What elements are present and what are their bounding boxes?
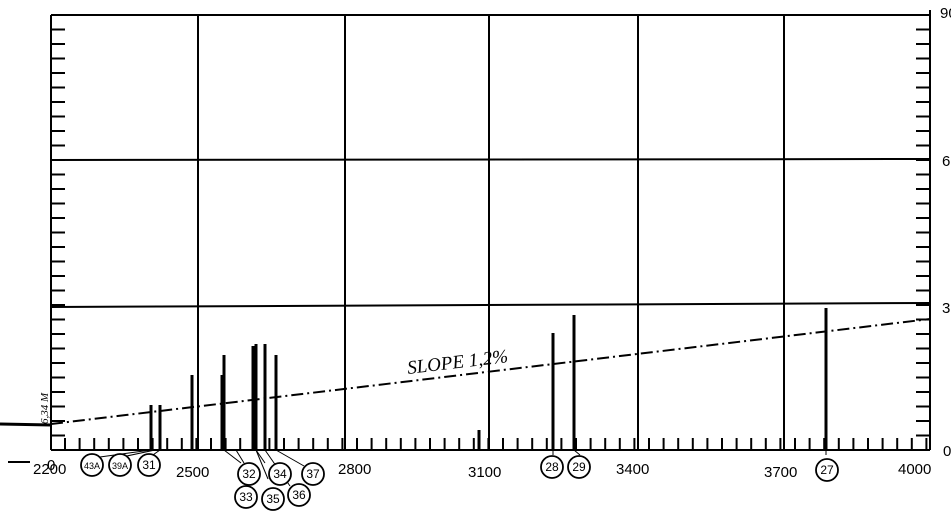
structure-bars	[149, 308, 828, 450]
x-label-2200: 2200	[33, 461, 66, 478]
slope-line	[50, 318, 931, 425]
left-stub-line	[0, 422, 52, 427]
marker-label: 35	[266, 492, 280, 506]
elevation-label: 6,34 M	[39, 392, 51, 424]
marker-32: 32	[237, 462, 261, 486]
leader-43a	[99, 449, 152, 458]
marker-label: 28	[545, 460, 559, 474]
marker-circle	[540, 455, 564, 479]
marker-circle	[268, 462, 292, 486]
marker-29: 29	[567, 455, 591, 479]
y-label-6: 6	[942, 153, 950, 170]
marker-35: 35	[261, 487, 285, 511]
bottom-axis-ticks	[64, 438, 928, 450]
y-label-3: 3	[942, 300, 950, 317]
grid-line-30	[50, 302, 931, 308]
marker-36: 36	[287, 483, 311, 507]
marker-28: 28	[540, 455, 564, 479]
x-label-4000: 4000	[898, 461, 931, 478]
marker-43a: 43A	[80, 453, 104, 477]
x-label-3700: 3700	[764, 464, 797, 481]
marker-circle	[80, 453, 104, 477]
x-label-3100: 3100	[468, 464, 501, 481]
y-label-0: 0	[943, 443, 951, 460]
leader-35	[255, 449, 269, 480]
marker-circle	[301, 462, 325, 486]
marker-label: 29	[572, 460, 586, 474]
leader-34a	[255, 449, 266, 464]
marker-circle	[237, 462, 261, 486]
x-label-2500: 2500	[176, 464, 209, 481]
structure-markers: 43A 39A 31 32 34 37 33 35 36 28 29 27	[80, 453, 839, 511]
marker-circle	[287, 483, 311, 507]
marker-circle	[261, 487, 285, 511]
leader-29	[573, 449, 581, 456]
grid-line-60	[50, 158, 931, 161]
marker-label: 36	[292, 488, 306, 502]
marker-31: 31	[137, 453, 161, 477]
marker-label: 34	[273, 467, 287, 481]
marker-label: 31	[142, 458, 156, 472]
grid	[50, 10, 931, 451]
x-label-2800: 2800	[338, 461, 371, 478]
marker-label: 43A	[84, 461, 100, 471]
marker-circle	[108, 453, 132, 477]
marker-34: 34	[268, 462, 292, 486]
marker-label: 37	[306, 467, 320, 481]
marker-27: 27	[815, 458, 839, 482]
slope-label: SLOPE 1,2%	[406, 346, 509, 379]
right-axis-ticks	[916, 28, 930, 437]
marker-label: 33	[239, 490, 253, 504]
marker-39a: 39A	[108, 453, 132, 477]
marker-label: 39A	[112, 461, 128, 471]
marker-circle	[815, 458, 839, 482]
marker-label: 32	[242, 467, 256, 481]
marker-37: 37	[301, 462, 325, 486]
marker-label: 27	[820, 463, 834, 477]
leader-32	[235, 449, 245, 464]
y-label-90: 90	[940, 5, 951, 22]
left-axis-ticks	[51, 28, 65, 437]
marker-circle	[234, 485, 258, 509]
x-label-3400: 3400	[616, 461, 649, 478]
leader-33	[223, 449, 242, 464]
marker-circle	[567, 455, 591, 479]
x-label-0: 0	[47, 457, 55, 474]
marker-circle	[137, 453, 161, 477]
leader-37	[275, 449, 305, 467]
marker-33: 33	[234, 485, 258, 509]
